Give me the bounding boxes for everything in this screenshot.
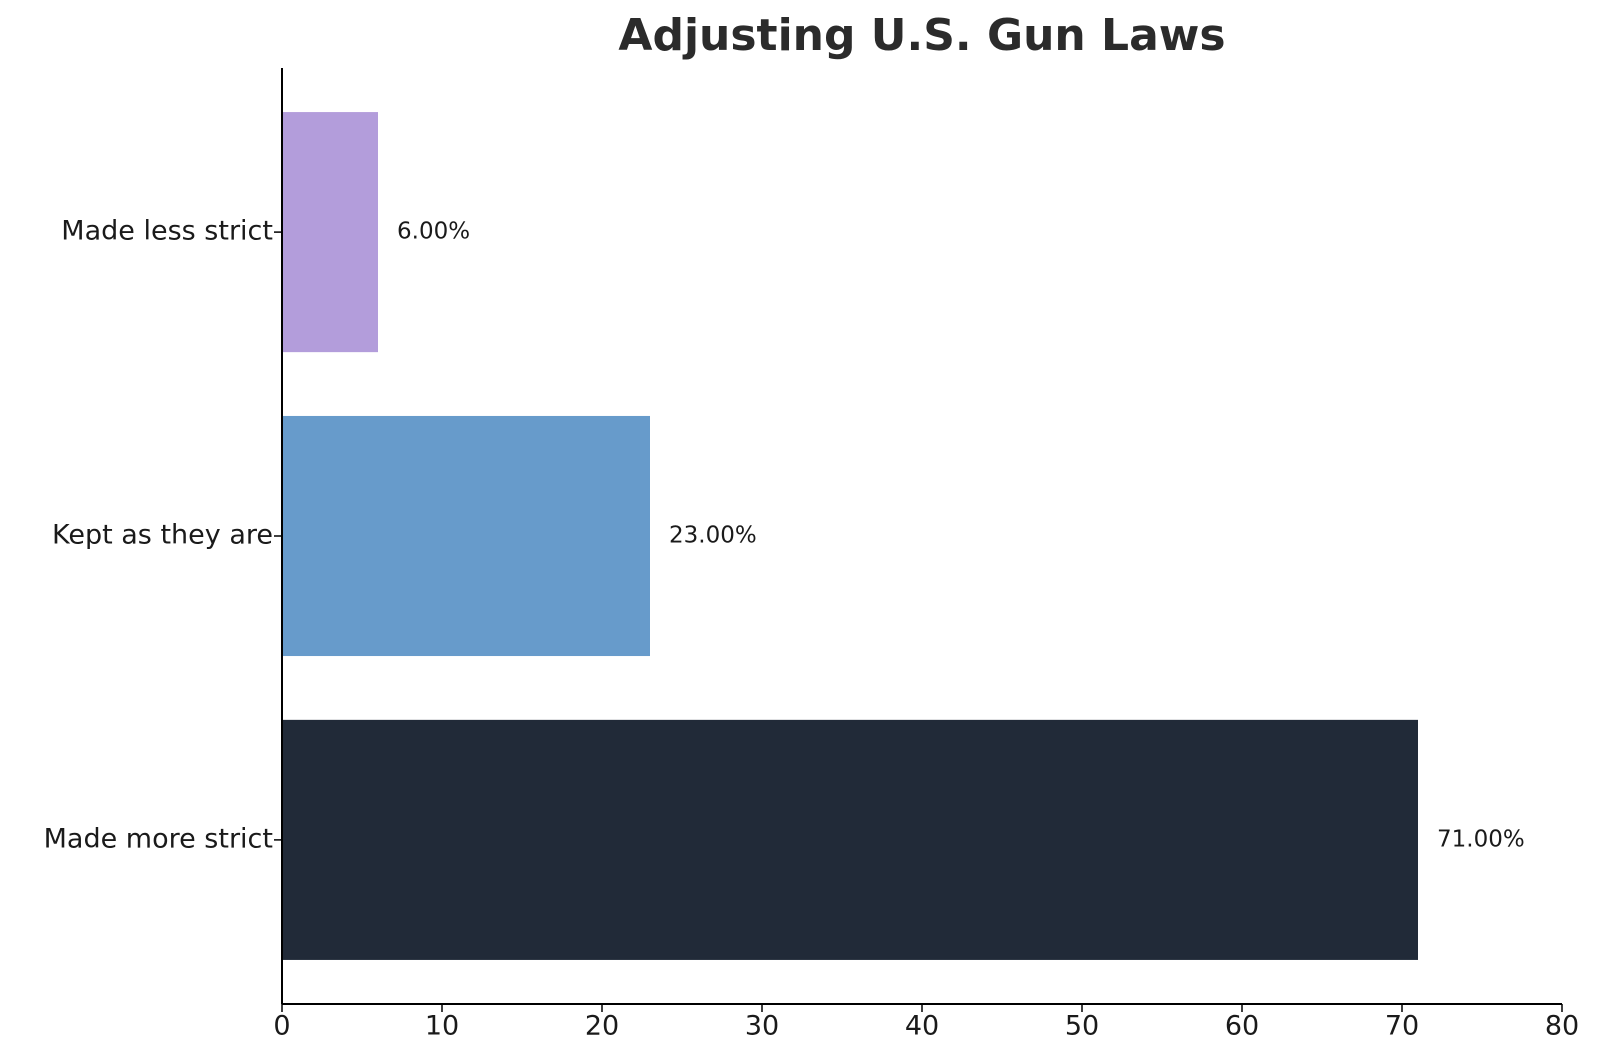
y-tick-label: Kept as they are	[52, 520, 273, 551]
x-tick-label: 0	[273, 1011, 290, 1042]
bar	[282, 415, 650, 657]
x-tick-label: 60	[1225, 1011, 1259, 1042]
x-tick-label: 20	[585, 1011, 619, 1042]
x-tick-label: 40	[905, 1011, 939, 1042]
x-tick-label: 50	[1065, 1011, 1099, 1042]
y-tick-label: Made more strict	[44, 823, 273, 854]
bar	[282, 112, 378, 353]
x-tick-label: 70	[1385, 1011, 1419, 1042]
x-tick-label: 30	[745, 1011, 779, 1042]
x-tick-label: 80	[1545, 1011, 1579, 1042]
value-label: 71.00%	[1437, 826, 1525, 852]
value-label: 6.00%	[397, 219, 470, 245]
y-tick-label: Made less strict	[61, 216, 273, 247]
x-tick-label: 10	[425, 1011, 459, 1042]
bar	[282, 719, 1418, 960]
chart-title: Adjusting U.S. Gun Laws	[618, 10, 1225, 61]
value-label: 23.00%	[669, 523, 757, 549]
